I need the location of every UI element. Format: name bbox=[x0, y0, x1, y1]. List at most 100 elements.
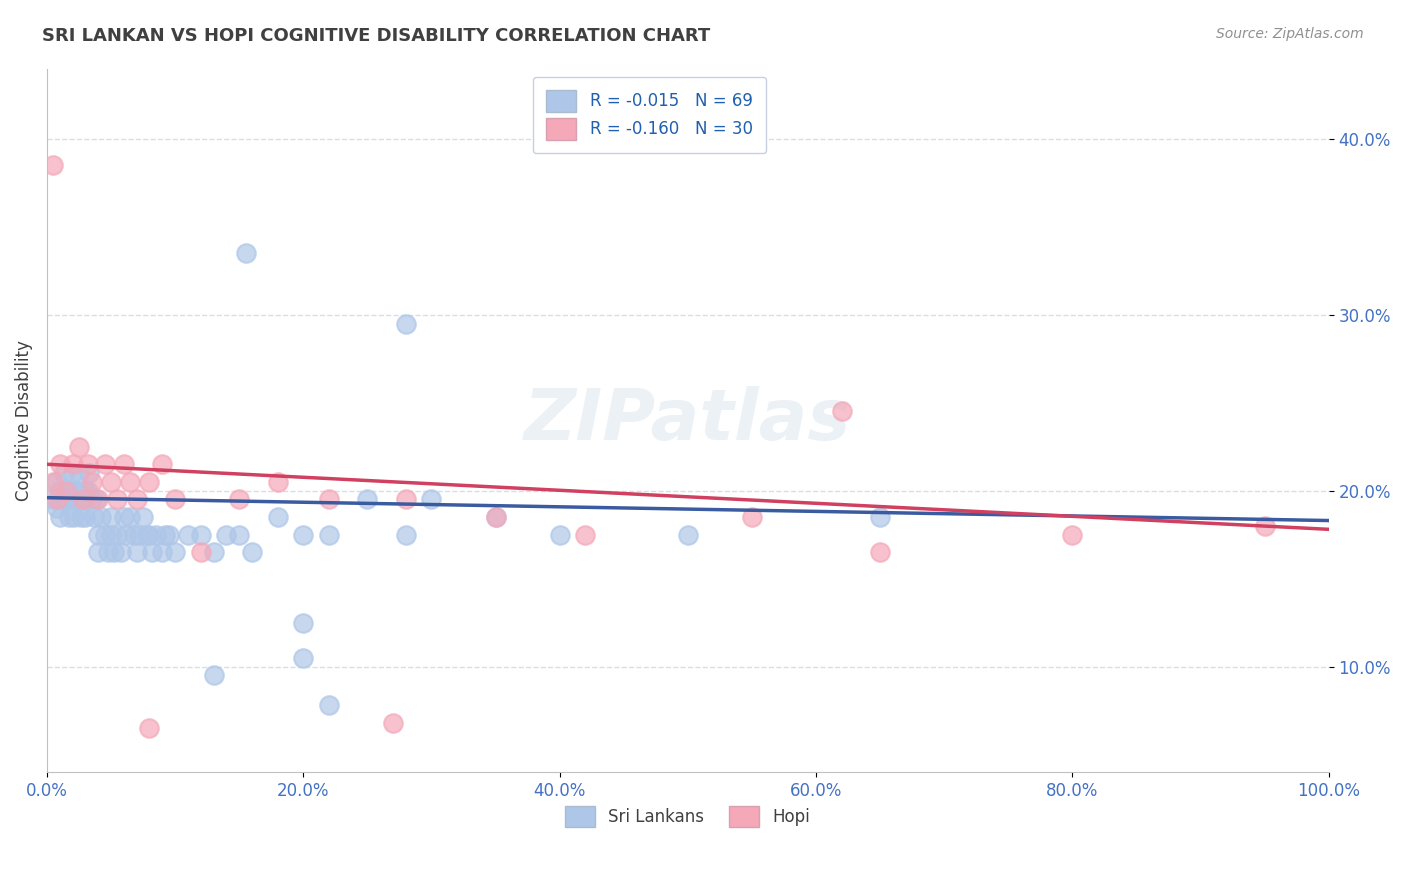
Point bbox=[1253, 518, 1275, 533]
Point bbox=[676, 527, 699, 541]
Point bbox=[420, 492, 443, 507]
Point bbox=[869, 510, 891, 524]
Point bbox=[65, 483, 87, 498]
Point bbox=[93, 457, 115, 471]
Point bbox=[292, 527, 315, 541]
Point bbox=[153, 527, 176, 541]
Point bbox=[55, 483, 77, 498]
Point bbox=[42, 492, 65, 507]
Point bbox=[202, 545, 225, 559]
Point bbox=[80, 492, 103, 507]
Point bbox=[190, 545, 212, 559]
Point bbox=[67, 440, 90, 454]
Point bbox=[190, 527, 212, 541]
Point bbox=[202, 668, 225, 682]
Point bbox=[100, 510, 122, 524]
Point bbox=[48, 483, 70, 498]
Point bbox=[120, 510, 142, 524]
Point bbox=[484, 510, 506, 524]
Point bbox=[165, 492, 187, 507]
Point bbox=[62, 466, 84, 480]
Point bbox=[235, 246, 257, 260]
Point bbox=[318, 527, 340, 541]
Point bbox=[100, 475, 122, 489]
Point bbox=[62, 457, 84, 471]
Point bbox=[48, 510, 70, 524]
Point bbox=[138, 721, 160, 735]
Point bbox=[62, 510, 84, 524]
Point bbox=[77, 457, 100, 471]
Point bbox=[72, 492, 94, 507]
Point bbox=[67, 466, 90, 480]
Point bbox=[157, 527, 180, 541]
Point bbox=[395, 317, 418, 331]
Point bbox=[141, 545, 163, 559]
Point bbox=[55, 492, 77, 507]
Point bbox=[228, 492, 250, 507]
Point bbox=[125, 545, 148, 559]
Point bbox=[138, 527, 160, 541]
Point bbox=[395, 527, 418, 541]
Point bbox=[75, 510, 97, 524]
Point bbox=[80, 475, 103, 489]
Point bbox=[75, 483, 97, 498]
Point bbox=[87, 492, 110, 507]
Point bbox=[484, 510, 506, 524]
Text: SRI LANKAN VS HOPI COGNITIVE DISABILITY CORRELATION CHART: SRI LANKAN VS HOPI COGNITIVE DISABILITY … bbox=[42, 27, 710, 45]
Point bbox=[77, 466, 100, 480]
Point bbox=[120, 475, 142, 489]
Point bbox=[1062, 527, 1084, 541]
Point bbox=[132, 510, 155, 524]
Point bbox=[67, 492, 90, 507]
Point bbox=[59, 483, 82, 498]
Point bbox=[84, 492, 107, 507]
Point bbox=[55, 483, 77, 498]
Point bbox=[228, 527, 250, 541]
Point bbox=[138, 475, 160, 489]
Point bbox=[46, 501, 69, 516]
Point bbox=[90, 510, 112, 524]
Point bbox=[46, 492, 69, 507]
Point bbox=[165, 545, 187, 559]
Point bbox=[318, 698, 340, 713]
Point bbox=[42, 475, 65, 489]
Point bbox=[70, 510, 93, 524]
Point bbox=[831, 404, 853, 418]
Point bbox=[135, 527, 157, 541]
Point bbox=[93, 527, 115, 541]
Point bbox=[60, 492, 83, 507]
Point bbox=[87, 527, 110, 541]
Point bbox=[48, 457, 70, 471]
Point bbox=[110, 545, 132, 559]
Point bbox=[741, 510, 763, 524]
Point bbox=[240, 545, 263, 559]
Point bbox=[63, 492, 86, 507]
Point bbox=[574, 527, 596, 541]
Point bbox=[72, 492, 94, 507]
Point bbox=[58, 510, 80, 524]
Point bbox=[42, 158, 65, 172]
Point bbox=[150, 457, 173, 471]
Point bbox=[177, 527, 200, 541]
Point bbox=[395, 492, 418, 507]
Point bbox=[100, 527, 122, 541]
Point bbox=[115, 527, 138, 541]
Point bbox=[83, 510, 105, 524]
Point bbox=[356, 492, 378, 507]
Point bbox=[105, 527, 128, 541]
Point bbox=[266, 475, 288, 489]
Point bbox=[266, 510, 288, 524]
Point bbox=[292, 615, 315, 630]
Point bbox=[45, 475, 67, 489]
Point bbox=[382, 715, 405, 730]
Point bbox=[145, 527, 167, 541]
Point bbox=[128, 527, 150, 541]
Legend: Sri Lankans, Hopi: Sri Lankans, Hopi bbox=[558, 799, 817, 834]
Y-axis label: Cognitive Disability: Cognitive Disability bbox=[15, 340, 32, 500]
Point bbox=[292, 650, 315, 665]
Point bbox=[62, 483, 84, 498]
Point bbox=[77, 483, 100, 498]
Point bbox=[215, 527, 238, 541]
Point bbox=[318, 492, 340, 507]
Text: ZIPatlas: ZIPatlas bbox=[524, 385, 852, 455]
